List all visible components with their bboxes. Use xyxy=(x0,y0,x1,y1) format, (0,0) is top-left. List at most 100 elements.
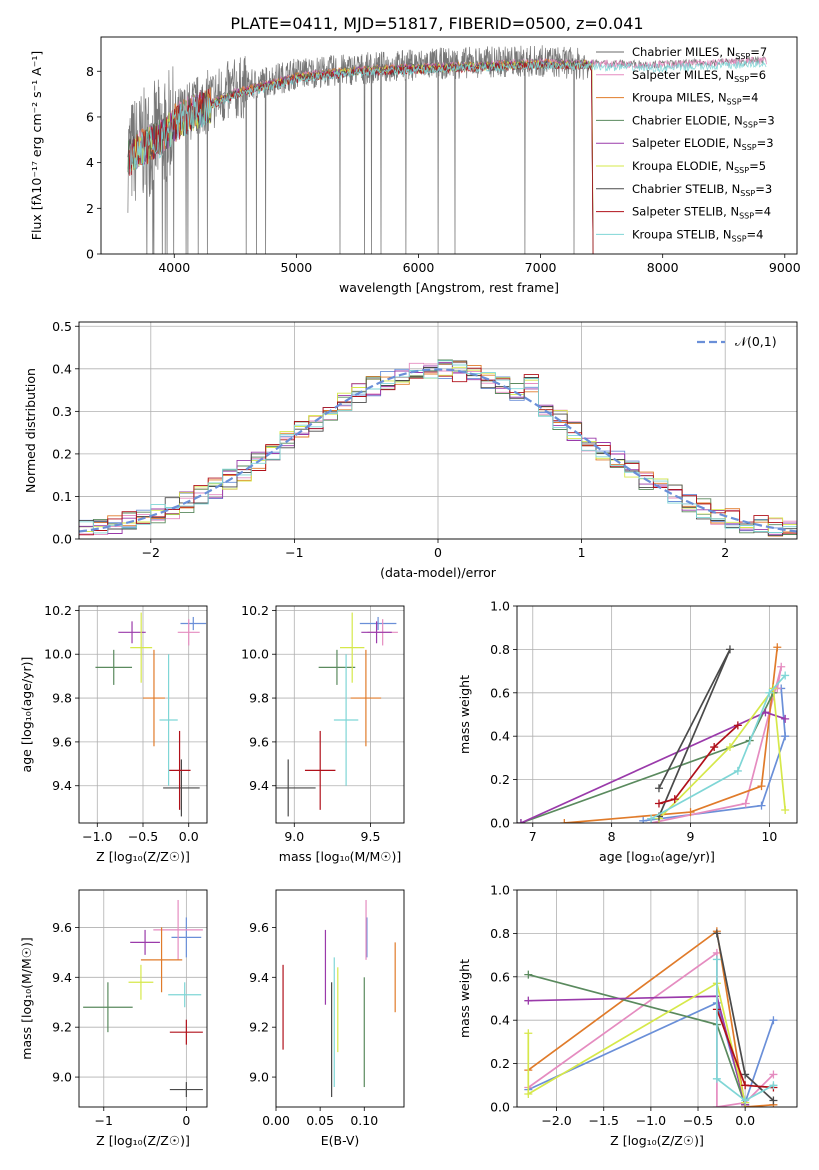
panel-residuals: −2 −1 0 1 2 0.0 0.1 0.2 0.3 0.4 0.5 (data-model)/er… xyxy=(23,319,798,580)
x-tick-label: 0 xyxy=(434,545,442,560)
x-axis-label: wavelength [Angstrom, rest frame] xyxy=(339,280,559,295)
axes-frame xyxy=(275,889,405,1108)
plot-area xyxy=(95,612,207,817)
y-tick-label: 0.8 xyxy=(490,926,510,941)
y-tick-label: 9.0 xyxy=(52,1070,72,1085)
x-tick-label: −1.0 xyxy=(636,1113,666,1128)
weight-marker xyxy=(686,808,695,817)
x-tick-label: 5000 xyxy=(280,260,312,275)
y-tick-label: 0.0 xyxy=(52,532,72,547)
x-tick-label: 9.5 xyxy=(361,829,381,844)
weight-line-5 xyxy=(527,981,746,1103)
x-tick-label: 7000 xyxy=(525,260,557,275)
weight-marker xyxy=(757,801,766,810)
weight-marker xyxy=(781,671,790,680)
weight-marker xyxy=(733,721,742,730)
y-tick-label: 0 xyxy=(86,247,94,262)
weight-marker xyxy=(725,645,734,654)
legend-entry: Salpeter MILES, NSSP=6 xyxy=(632,68,766,84)
weight-line-8 xyxy=(650,674,786,820)
x-axis-label: Z [log₁₀(Z/Z☉)] xyxy=(610,1133,704,1148)
weight-line-4 xyxy=(528,995,746,1106)
y-tick-label: 9.2 xyxy=(249,1020,269,1035)
weight-marker xyxy=(524,1089,533,1098)
weight-line-5 xyxy=(658,686,787,820)
weight-marker xyxy=(769,1081,778,1090)
model-spectrum-8 xyxy=(129,59,767,172)
weight-marker xyxy=(647,814,656,823)
y-tick-label: 9.8 xyxy=(52,691,72,706)
plot-area xyxy=(276,612,398,817)
weight-marker xyxy=(781,714,790,723)
figure-title: PLATE=0411, MJD=51817, FIBERID=0500, z=0… xyxy=(230,14,643,33)
x-tick-label: 9.0 xyxy=(284,829,304,844)
y-tick-label: 6 xyxy=(86,109,94,124)
normal-curve xyxy=(79,368,797,533)
x-tick-label: −0.5 xyxy=(128,829,158,844)
x-tick-label: 0.0 xyxy=(735,1113,755,1128)
x-tick-label: 1 xyxy=(578,545,586,560)
weight-line-2 xyxy=(564,647,779,823)
legend-entry: 𝒩(0,1) xyxy=(735,334,777,349)
x-tick-label: 9000 xyxy=(769,260,801,275)
panel-age-vs-mass: 9.0 9.5 9.4 9.6 9.8 10.0 10.2 mass [log₁₀(M/M☉)… xyxy=(241,603,405,864)
weight-marker xyxy=(517,819,525,823)
weight-line-1 xyxy=(650,666,783,823)
y-tick-label: 9.4 xyxy=(52,970,72,985)
weight-marker xyxy=(781,732,790,741)
y-axis-label: mass weight xyxy=(457,675,472,754)
model-spectrum-5 xyxy=(129,59,594,254)
x-tick-label: −1.0 xyxy=(82,829,112,844)
weight-marker xyxy=(769,1016,778,1025)
panel-massweight-vs-age: 7 8 9 10 0.0 0.2 0.4 0.6 0.8 1.0 age [log₁₀(age/yr… xyxy=(457,599,798,864)
x-tick-label: 0.00 xyxy=(262,1113,290,1128)
x-axis-label: age [log₁₀(age/yr)] xyxy=(599,849,715,864)
weight-line-2 xyxy=(527,929,774,1107)
y-tick-label: 9.2 xyxy=(52,1020,72,1035)
y-tick-label: 0.2 xyxy=(490,1056,510,1071)
weight-marker xyxy=(741,1081,750,1090)
weight-line-3 xyxy=(520,692,775,823)
y-tick-label: 0.3 xyxy=(52,404,72,419)
plot-area xyxy=(282,899,396,1098)
plot-area xyxy=(524,927,778,1107)
legend-entry: Chabrier ELODIE, NSSP=3 xyxy=(632,113,775,129)
y-tick-label: 10.2 xyxy=(44,603,72,618)
x-tick-label: 10 xyxy=(761,829,777,844)
x-tick-label: 0.0 xyxy=(179,829,199,844)
x-tick-label: 7 xyxy=(529,829,537,844)
y-tick-label: 9.4 xyxy=(249,970,269,985)
axes-frame xyxy=(78,889,208,1108)
y-axis-label: mass weight xyxy=(457,959,472,1038)
panel-mass-vs-z: −1 0 9.0 9.2 9.4 9.6 Z [log₁₀(Z/Z☉)] mass [log₁… xyxy=(19,889,208,1148)
x-tick-label: 0.05 xyxy=(306,1113,334,1128)
weight-marker xyxy=(761,708,770,717)
x-axis-label: Z [log₁₀(Z/Z☉)] xyxy=(96,849,190,864)
weight-marker xyxy=(777,662,786,671)
y-tick-label: 1.0 xyxy=(490,599,510,614)
panel-spectrum: 4000 5000 6000 7000 8000 9000 0 2 4 6 8 wavelength … xyxy=(29,36,801,295)
weight-marker xyxy=(712,1074,721,1083)
x-tick-label: −1.5 xyxy=(589,1113,619,1128)
legend-entry: Chabrier MILES, NSSP=7 xyxy=(632,45,767,61)
plot-area xyxy=(83,899,203,1098)
x-tick-label: 0.10 xyxy=(350,1113,378,1128)
plot-area xyxy=(127,45,767,254)
y-tick-label: 9.6 xyxy=(249,920,269,935)
weight-marker xyxy=(773,643,782,652)
y-tick-label: 9.4 xyxy=(249,778,269,793)
x-tick-label: −1 xyxy=(95,1113,113,1128)
x-tick-label: −2 xyxy=(142,545,160,560)
x-tick-label: −2.0 xyxy=(541,1113,571,1128)
y-tick-label: 4 xyxy=(86,155,94,170)
x-axis-label: E(B-V) xyxy=(321,1133,360,1148)
x-tick-label: 8000 xyxy=(647,260,679,275)
legend-entry: Salpeter ELODIE, NSSP=3 xyxy=(632,136,774,152)
plot-area xyxy=(517,643,790,823)
panel-age-vs-z: −1.0 −0.5 0.0 9.4 9.6 9.8 10.0 10.2 Z [log₁₀(Z/Z… xyxy=(19,603,208,864)
y-tick-label: 0.4 xyxy=(52,361,72,376)
x-tick-label: 0 xyxy=(182,1113,190,1128)
y-tick-label: 0.1 xyxy=(52,489,72,504)
y-tick-label: 8 xyxy=(86,64,94,79)
